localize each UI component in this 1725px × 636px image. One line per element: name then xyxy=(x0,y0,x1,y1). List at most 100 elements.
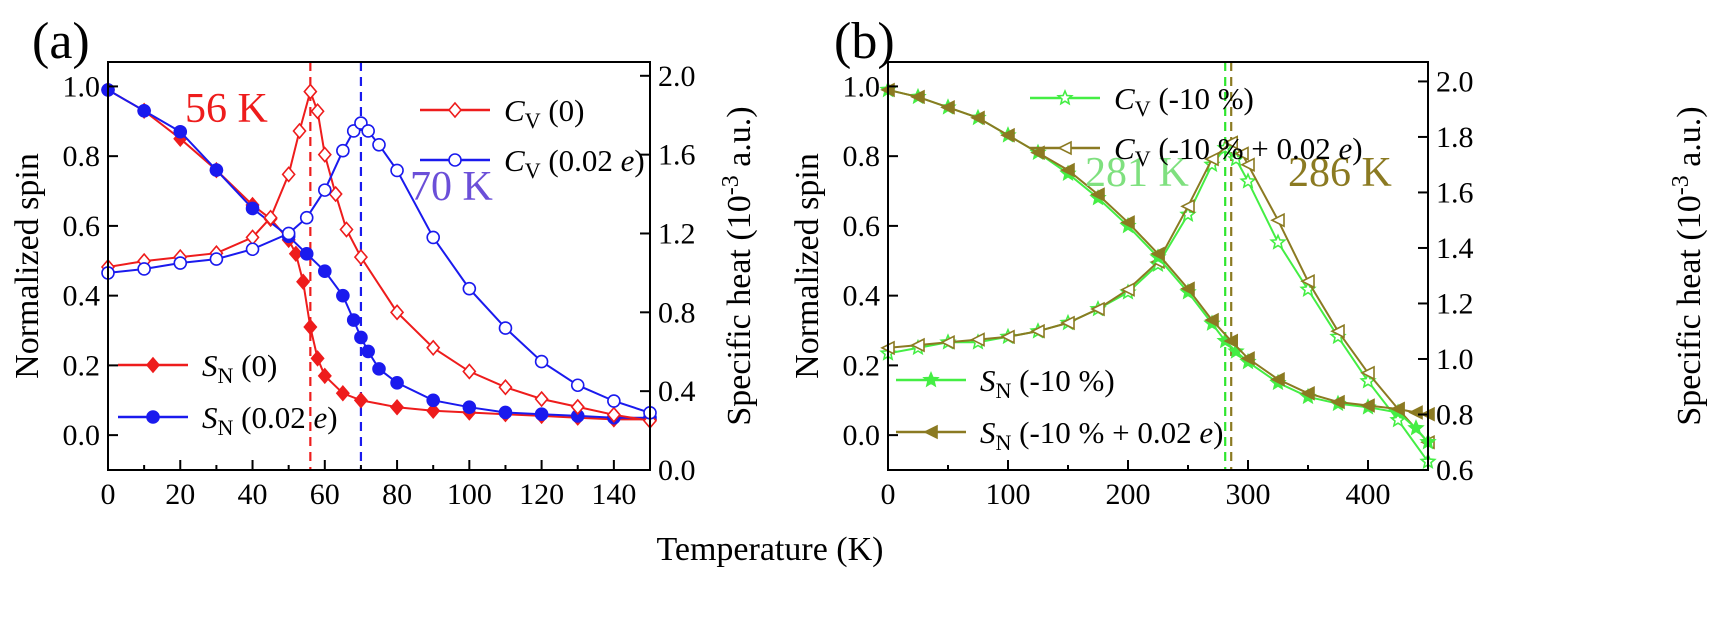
y2-tick-label: 1.6 xyxy=(1436,176,1474,209)
data-point xyxy=(1300,273,1315,289)
data-point xyxy=(1056,88,1074,106)
annotation-label: 281 K xyxy=(1085,150,1189,196)
legend-label: CV (-10 %) xyxy=(1114,81,1254,121)
data-point xyxy=(336,288,350,303)
data-point xyxy=(317,264,332,279)
y-tick-label: 0.4 xyxy=(63,280,101,313)
data-point xyxy=(910,337,925,353)
y-tick-label: 0.6 xyxy=(63,210,101,243)
panel-b: (b) 0 100 200 300 400 0.0 0.2 0.4 0.6 0.8 1.0 0.6 0.8… xyxy=(789,13,1708,511)
legend-label: CV (-10 % + 0.02 e) xyxy=(1114,131,1363,171)
series-cv-0-02-e- xyxy=(101,116,657,420)
legend-label: SN (0) xyxy=(202,348,277,388)
series-line xyxy=(107,88,651,422)
legend-label: SN (-10 % + 0.02 e) xyxy=(980,415,1223,455)
series-sn-0-02-e- xyxy=(101,83,657,425)
data-point xyxy=(339,221,354,238)
data-point xyxy=(1270,372,1285,387)
data-point xyxy=(1060,315,1075,331)
x-tick-label: 100 xyxy=(447,478,492,511)
y2-tick-label: 0.4 xyxy=(658,375,696,408)
data-point xyxy=(922,370,940,388)
data-point xyxy=(1060,162,1075,178)
data-point xyxy=(570,398,585,416)
y2-tick-label: 0.0 xyxy=(658,454,696,487)
data-point xyxy=(1057,140,1072,156)
data-point xyxy=(245,201,260,216)
x-tick-label: 60 xyxy=(310,478,340,511)
data-point xyxy=(426,393,441,408)
data-point xyxy=(1180,281,1195,296)
x-tick-label: 120 xyxy=(519,478,564,511)
x-tick-label: 0 xyxy=(101,478,116,511)
data-point xyxy=(910,89,925,105)
data-point xyxy=(534,390,549,408)
y-tick-label: 0.2 xyxy=(843,349,881,382)
x-tick-label: 300 xyxy=(1226,478,1271,511)
data-point xyxy=(498,405,513,420)
data-point xyxy=(570,378,585,393)
data-point xyxy=(940,335,955,350)
legend-label: CV (0.02 e) xyxy=(504,143,645,183)
data-point xyxy=(1150,246,1165,262)
data-point xyxy=(1204,151,1219,167)
data-point xyxy=(292,122,307,140)
data-point xyxy=(1234,146,1249,161)
legend-bottom: SN (0) SN (0.02 e) xyxy=(118,348,338,440)
data-point xyxy=(317,183,332,197)
data-point xyxy=(303,318,318,336)
data-point xyxy=(1408,405,1423,420)
data-point xyxy=(310,350,325,367)
data-point xyxy=(1330,394,1345,410)
data-point xyxy=(1407,419,1425,436)
data-point xyxy=(361,124,375,138)
data-point xyxy=(607,394,621,408)
data-point xyxy=(390,163,404,178)
y2-tick-label: 1.6 xyxy=(658,139,696,172)
data-point xyxy=(1269,233,1287,250)
data-point xyxy=(390,376,404,390)
x-tick-label: 20 xyxy=(165,478,195,511)
data-point xyxy=(281,166,296,183)
data-point xyxy=(209,252,224,266)
data-point xyxy=(336,143,350,158)
data-point xyxy=(534,354,549,369)
panel-a: (a) 0 20 40 60 80 100 120 140 0.0 0.2 0.4 0.6 0.8 1.0 0… xyxy=(9,13,758,511)
data-point xyxy=(1360,365,1375,381)
data-point xyxy=(462,400,477,415)
y-tick-label: 1.0 xyxy=(843,70,881,103)
data-point xyxy=(1090,301,1105,317)
data-point xyxy=(448,153,462,167)
y-tick-label: 0.2 xyxy=(63,349,101,382)
data-point xyxy=(1239,172,1257,189)
y2-tick-label: 1.4 xyxy=(1436,232,1474,265)
data-point xyxy=(447,101,463,119)
data-point xyxy=(299,246,314,261)
data-point xyxy=(1330,323,1345,339)
data-point xyxy=(288,245,303,263)
y-tick-label: 0.8 xyxy=(63,140,101,173)
data-point xyxy=(145,356,161,374)
annotation-label: 286 K xyxy=(1288,150,1392,196)
x-tick-label: 0 xyxy=(881,478,896,511)
plot-frame xyxy=(107,61,651,471)
y2-tick-label: 1.2 xyxy=(1436,287,1474,320)
legend-top: CV (-10 %) CV (-10 % + 0.02 e) xyxy=(1030,81,1363,171)
legend-bottom: SN (-10 %) SN (-10 % + 0.02 e) xyxy=(896,363,1223,455)
data-point xyxy=(390,304,405,321)
data-point xyxy=(1223,333,1238,349)
y2-axis-label: Specific heat (10-3 a.u.) xyxy=(1668,106,1708,425)
data-point xyxy=(281,226,296,241)
y2-tick-label: 0.8 xyxy=(658,296,696,329)
data-point xyxy=(361,344,375,359)
legend-label: CV (0) xyxy=(504,93,584,133)
data-point xyxy=(1030,145,1045,160)
y-tick-label: 0.6 xyxy=(843,210,881,243)
data-point xyxy=(970,110,985,126)
data-point xyxy=(173,124,188,139)
data-point xyxy=(462,363,477,380)
y2-tick-label: 1.0 xyxy=(1436,343,1474,376)
series-line xyxy=(107,89,650,421)
data-point xyxy=(328,185,343,203)
